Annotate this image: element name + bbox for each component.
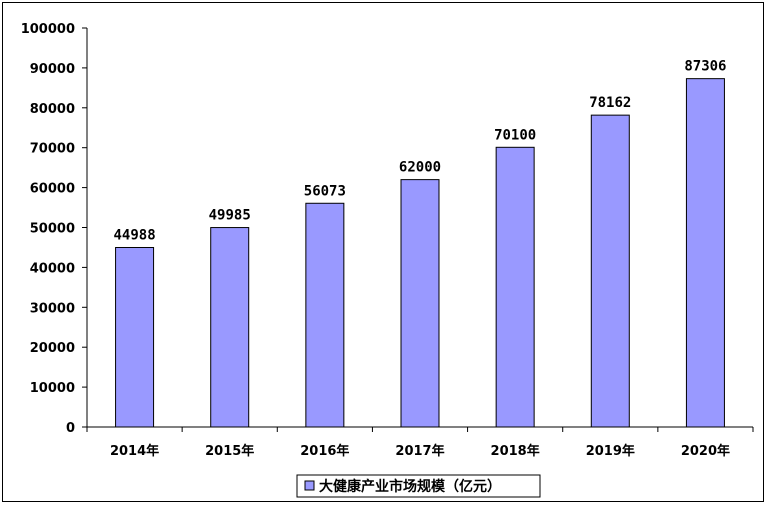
y-tick-label: 20000 [30, 341, 75, 356]
x-tick-label: 2019年 [586, 443, 635, 459]
y-tick-label: 40000 [30, 261, 75, 276]
bar [305, 202, 345, 428]
bar [495, 146, 535, 428]
bar [685, 78, 725, 428]
legend-swatch [304, 480, 315, 491]
bar [115, 246, 155, 428]
data-label: 44988 [113, 227, 155, 243]
legend: 大健康产业市场规模（亿元） [296, 474, 541, 498]
data-label: 56073 [304, 183, 346, 199]
x-tick-label: 2016年 [300, 443, 349, 459]
y-tick-label: 80000 [30, 102, 75, 117]
y-tick-label: 0 [66, 421, 75, 436]
bars [115, 78, 725, 428]
y-tick-labels: 0 10000 20000 30000 40000 50000 60000 70000 8000… [21, 22, 75, 436]
bar [590, 114, 630, 428]
x-tick-label: 2017年 [395, 443, 444, 459]
data-label: 49985 [209, 208, 251, 224]
y-tick-label: 60000 [30, 182, 75, 197]
y-tick-label: 50000 [30, 222, 75, 237]
x-tick-labels: 2014年 2015年 2016年 2017年 2018年 2019年 2020年 [110, 443, 730, 459]
data-labels: 44988 49985 56073 62000 70100 78162 87306 [113, 59, 726, 244]
data-label: 78162 [589, 95, 631, 111]
data-label: 62000 [399, 160, 441, 176]
y-tick-label: 100000 [21, 22, 75, 37]
y-tick-label: 10000 [30, 381, 75, 396]
bar [400, 179, 440, 428]
data-label: 87306 [684, 59, 726, 75]
x-tick-label: 2018年 [491, 443, 540, 459]
data-label: 70100 [494, 127, 536, 143]
legend-label: 大健康产业市场规模（亿元） [319, 478, 501, 495]
x-tick-label: 2014年 [110, 443, 159, 459]
y-tick-label: 70000 [30, 142, 75, 157]
bar [210, 227, 250, 428]
y-tick-label: 30000 [30, 301, 75, 316]
y-tick-label: 90000 [30, 62, 75, 77]
legend-box [296, 474, 541, 498]
x-tick-label: 2015年 [205, 443, 254, 459]
x-tick-label: 2020年 [681, 443, 730, 459]
